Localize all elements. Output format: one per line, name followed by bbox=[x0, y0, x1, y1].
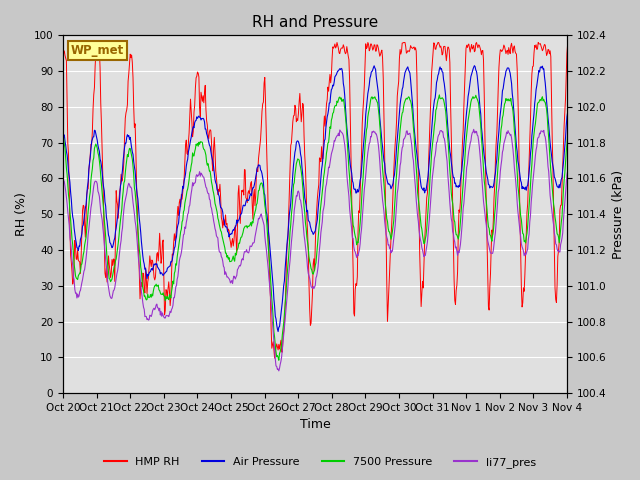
Legend: HMP RH, Air Pressure, 7500 Pressure, li77_pres: HMP RH, Air Pressure, 7500 Pressure, li7… bbox=[100, 452, 540, 472]
HMP RH bbox=[59, 54, 67, 60]
li77_pres bbox=[418, 245, 426, 251]
7500 Pressure bbox=[596, 189, 604, 195]
Air Pressure bbox=[596, 176, 604, 181]
HMP RH bbox=[534, 40, 542, 46]
Air Pressure bbox=[388, 184, 396, 190]
li77_pres bbox=[388, 248, 396, 254]
7500 Pressure bbox=[122, 163, 130, 169]
7500 Pressure bbox=[248, 223, 255, 229]
7500 Pressure bbox=[435, 92, 443, 98]
li77_pres bbox=[268, 311, 276, 317]
HMP RH bbox=[248, 179, 255, 184]
li77_pres bbox=[596, 221, 604, 227]
HMP RH bbox=[221, 220, 228, 226]
HMP RH bbox=[596, 148, 604, 154]
X-axis label: Time: Time bbox=[300, 419, 330, 432]
Air Pressure bbox=[418, 185, 426, 191]
7500 Pressure bbox=[268, 296, 276, 302]
7500 Pressure bbox=[59, 136, 67, 142]
Air Pressure bbox=[122, 140, 130, 146]
HMP RH bbox=[418, 291, 426, 297]
Line: 7500 Pressure: 7500 Pressure bbox=[63, 95, 600, 360]
HMP RH bbox=[271, 355, 278, 361]
HMP RH bbox=[388, 219, 396, 225]
li77_pres bbox=[122, 193, 130, 199]
Line: HMP RH: HMP RH bbox=[63, 43, 600, 358]
7500 Pressure bbox=[418, 226, 426, 232]
li77_pres bbox=[275, 368, 283, 374]
Air Pressure bbox=[572, 61, 579, 67]
Text: WP_met: WP_met bbox=[70, 44, 124, 57]
Line: li77_pres: li77_pres bbox=[63, 130, 600, 371]
Air Pressure bbox=[268, 267, 276, 273]
Air Pressure bbox=[275, 329, 282, 335]
li77_pres bbox=[470, 127, 477, 132]
li77_pres bbox=[59, 175, 67, 180]
Title: RH and Pressure: RH and Pressure bbox=[252, 15, 378, 30]
HMP RH bbox=[268, 346, 276, 351]
7500 Pressure bbox=[388, 234, 396, 240]
li77_pres bbox=[248, 244, 255, 250]
Line: Air Pressure: Air Pressure bbox=[63, 64, 600, 332]
Air Pressure bbox=[221, 222, 228, 228]
Y-axis label: Pressure (kPa): Pressure (kPa) bbox=[612, 169, 625, 259]
Air Pressure bbox=[59, 136, 67, 142]
Air Pressure bbox=[248, 192, 255, 198]
Y-axis label: RH (%): RH (%) bbox=[15, 192, 28, 236]
7500 Pressure bbox=[275, 358, 283, 363]
HMP RH bbox=[122, 110, 130, 116]
li77_pres bbox=[221, 272, 228, 277]
7500 Pressure bbox=[221, 245, 228, 251]
